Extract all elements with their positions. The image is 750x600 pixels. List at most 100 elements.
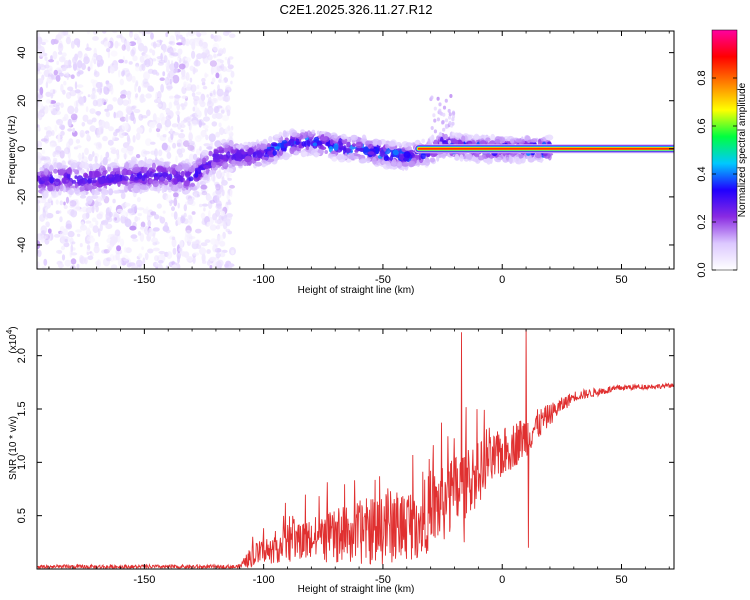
spectrogram-noise-speck xyxy=(89,108,96,114)
spectrogram-noise-speck xyxy=(171,236,176,240)
spectrogram-noise-speck xyxy=(83,53,88,61)
spectrogram-band-speck xyxy=(190,182,195,187)
spectrogram-band-speck xyxy=(49,164,54,172)
spectrogram-noise-speck xyxy=(196,53,203,60)
spectrogram-noise-speck xyxy=(119,238,125,247)
spectrogram-band-speck xyxy=(341,138,348,145)
spectrogram-noise-speck xyxy=(221,109,225,114)
spectrogram-noise-speck xyxy=(134,65,140,72)
spectrogram-noise-speck xyxy=(202,260,207,264)
spectrogram-noise-speck xyxy=(177,255,180,264)
spectrogram-noise-speck xyxy=(187,233,193,243)
y-tick-label: 20 xyxy=(16,95,28,107)
spectrogram-band-speck xyxy=(485,137,491,142)
spectrogram-band-speck xyxy=(88,183,93,191)
spectrogram-noise-speck xyxy=(213,53,217,59)
spectrogram-band-speck xyxy=(218,146,223,151)
spectrogram-noise-speck xyxy=(139,233,145,242)
spectrogram-noise-speck xyxy=(162,210,166,214)
spectrogram-noise-speck xyxy=(189,38,196,46)
spectrogram-noise-speck xyxy=(177,122,182,130)
spectrogram-band-speck xyxy=(44,163,50,170)
spectrogram-spur-speck xyxy=(447,108,451,113)
spectrogram-noise-speck xyxy=(70,209,78,218)
spectrogram-noise-speck xyxy=(201,77,206,83)
spectrogram-band-speck xyxy=(53,178,61,187)
spectrogram-spur-speck xyxy=(441,120,445,125)
spectrogram-band-speck xyxy=(333,134,338,139)
spectrogram-noise-speck xyxy=(114,229,121,237)
spectrogram-noise-speck xyxy=(129,225,137,231)
spectrogram-noise-speck xyxy=(106,238,112,244)
spectrogram-noise-speck xyxy=(91,194,99,199)
spectrogram-band-speck xyxy=(377,139,382,146)
spectrogram-band-speck xyxy=(427,138,431,146)
spectrogram-band-speck xyxy=(203,173,209,180)
spectrogram-noise-speck xyxy=(216,58,223,62)
spectrogram-noise-speck xyxy=(183,204,187,212)
x-tick-label: -150 xyxy=(133,274,155,286)
spectrogram-noise-speck xyxy=(193,193,198,198)
spectrogram-noise-speck xyxy=(139,94,145,104)
spectrogram-band-speck xyxy=(139,184,147,190)
x-tick-label: -50 xyxy=(375,574,391,586)
spectrogram-noise-speck xyxy=(60,130,65,136)
spectrogram-noise-speck xyxy=(230,80,233,85)
spectrogram-noise-speck xyxy=(124,216,128,223)
spectrogram-noise-speck xyxy=(137,231,142,236)
spectrogram-band-speck xyxy=(68,188,75,196)
spectrogram-noise-speck xyxy=(200,184,208,190)
spectrogram-noise-speck xyxy=(113,111,116,119)
spectrogram-noise-speck xyxy=(204,72,208,79)
spectrogram-noise-speck xyxy=(52,50,58,60)
y-tick-label: 1.0 xyxy=(16,455,28,470)
spectrogram-noise-speck xyxy=(214,219,220,224)
spectrogram-noise-speck xyxy=(76,60,83,69)
spectrogram-noise-speck xyxy=(160,53,163,61)
spectrogram-band-speck xyxy=(112,174,119,181)
spectrogram-band-speck xyxy=(359,158,367,164)
spectrogram-noise-speck xyxy=(181,214,185,219)
spectrogram-noise-speck xyxy=(171,260,175,266)
spectrogram-noise-speck xyxy=(63,71,69,76)
spectrogram-noise-speck xyxy=(93,47,97,57)
spectrogram-noise-speck xyxy=(148,127,152,133)
spectrogram-band-speck xyxy=(530,138,538,143)
spectrogram-noise-speck xyxy=(56,118,64,126)
spectrogram-noise-speck xyxy=(212,213,218,221)
spectrogram-noise-speck xyxy=(87,66,91,72)
spectrogram-noise-speck xyxy=(198,120,202,128)
spectrogram-spur-speck xyxy=(433,106,437,111)
spectrogram-noise-speck xyxy=(76,99,79,108)
spectrogram-noise-speck xyxy=(67,230,75,238)
spectrogram-band-speck xyxy=(486,156,492,165)
colorbar-tick-label: 0.2 xyxy=(696,214,708,229)
spectrogram-spur-speck xyxy=(444,118,449,123)
spectrogram-band-speck xyxy=(347,152,355,160)
spectrogram-noise-speck xyxy=(128,61,133,65)
spectrogram-band-speck xyxy=(521,139,525,144)
spectrogram-band-speck xyxy=(420,152,426,160)
spectrogram-band-speck xyxy=(59,184,64,192)
spectrogram-noise-speck xyxy=(59,226,65,232)
spectrogram-band-speck xyxy=(196,181,200,189)
spectrogram-noise-speck xyxy=(150,141,156,145)
spectrogram-band-speck xyxy=(355,141,364,149)
spectrogram-noise-speck xyxy=(143,71,150,81)
spectrogram-noise-speck xyxy=(211,113,217,119)
spectrogram-band-speck xyxy=(298,143,303,149)
snr-x-axis: -150 -100 -50 0 50 xyxy=(48,329,670,586)
spectrogram-noise-speck xyxy=(215,183,221,191)
spectrogram-band-speck xyxy=(274,146,280,150)
spectrogram-noise-speck xyxy=(97,143,102,149)
spectrogram-noise-speck xyxy=(76,233,81,237)
spectrogram-noise-speck xyxy=(112,136,115,140)
spectrogram-band-speck xyxy=(134,176,139,181)
spectrogram-band-speck xyxy=(58,168,65,176)
spectrogram-noise-speck xyxy=(162,134,167,138)
spectrogram-noise-speck xyxy=(105,111,111,118)
spectrogram-band-speck xyxy=(464,135,468,143)
spectrogram-noise-speck xyxy=(68,138,74,146)
snr-y-axis: 0.5 1.0 1.5 2.0 xyxy=(16,348,674,523)
spectrogram-noise-speck xyxy=(76,84,84,88)
